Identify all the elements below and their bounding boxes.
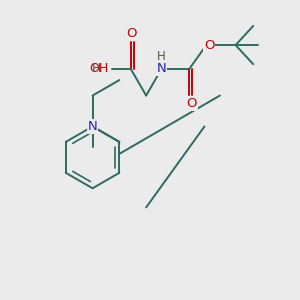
Text: N: N [157, 62, 166, 75]
Text: O: O [127, 27, 137, 40]
Text: O: O [187, 98, 197, 110]
Text: H: H [92, 62, 101, 75]
Text: H: H [157, 50, 166, 64]
Text: N: N [88, 120, 98, 133]
Text: O: O [204, 39, 214, 52]
Text: OH: OH [89, 62, 108, 75]
